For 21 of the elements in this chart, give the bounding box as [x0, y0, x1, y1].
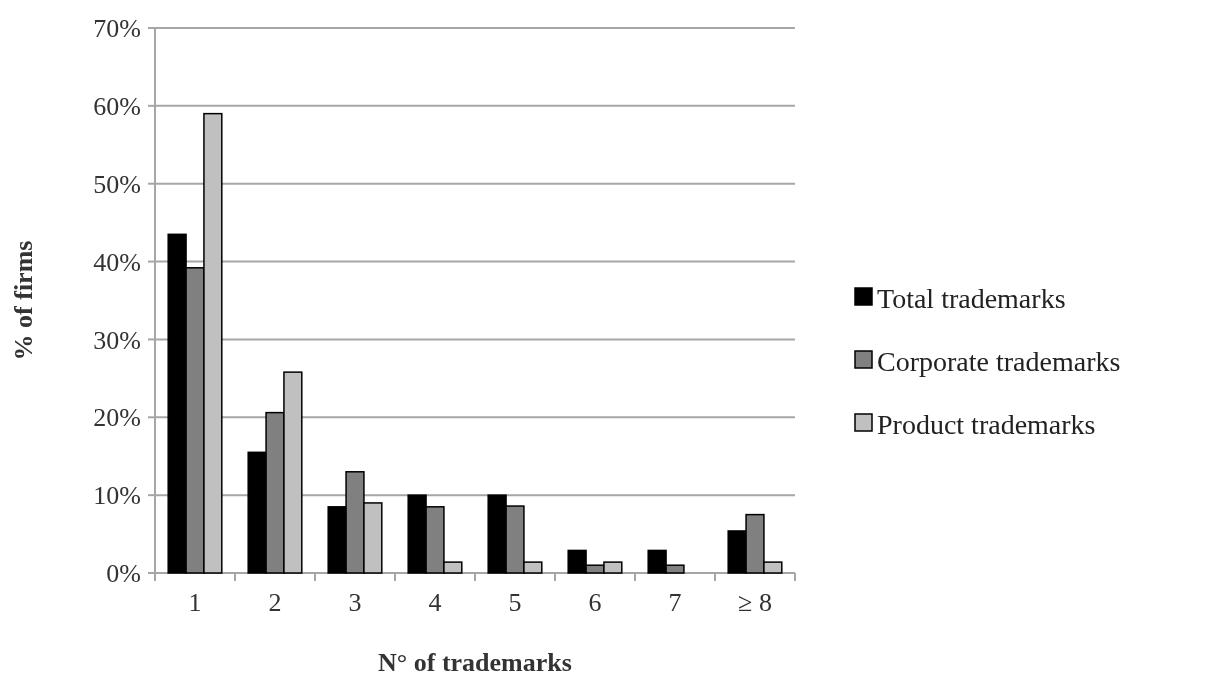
- x-tick-label: 2: [268, 588, 282, 617]
- y-tick-label: 70%: [93, 14, 141, 44]
- y-tick-label: 60%: [93, 91, 141, 121]
- y-tick-label: 30%: [93, 325, 141, 355]
- x-tick-label: 6: [588, 588, 602, 617]
- x-tick-label: 7: [668, 588, 682, 617]
- y-axis-title: % of firms: [9, 240, 38, 361]
- y-tick-label: 50%: [93, 169, 141, 199]
- legend-label: Product trademarks: [877, 408, 1096, 440]
- y-tick-label: 0%: [106, 559, 141, 589]
- x-tick-label: 4: [428, 588, 442, 617]
- y-tick-label: 10%: [93, 481, 141, 511]
- x-tick-label: 5: [508, 588, 522, 617]
- x-tick-label: 1: [188, 588, 202, 617]
- legend-label: Corporate trademarks: [877, 345, 1121, 377]
- x-axis-title: N° of trademarks: [378, 648, 572, 677]
- legend-label: Total trademarks: [877, 282, 1066, 314]
- x-tick-label: ≥ 8: [738, 588, 772, 617]
- y-tick-label: 40%: [93, 247, 141, 277]
- y-tick-label: 20%: [93, 403, 141, 433]
- x-tick-label: 3: [348, 588, 362, 617]
